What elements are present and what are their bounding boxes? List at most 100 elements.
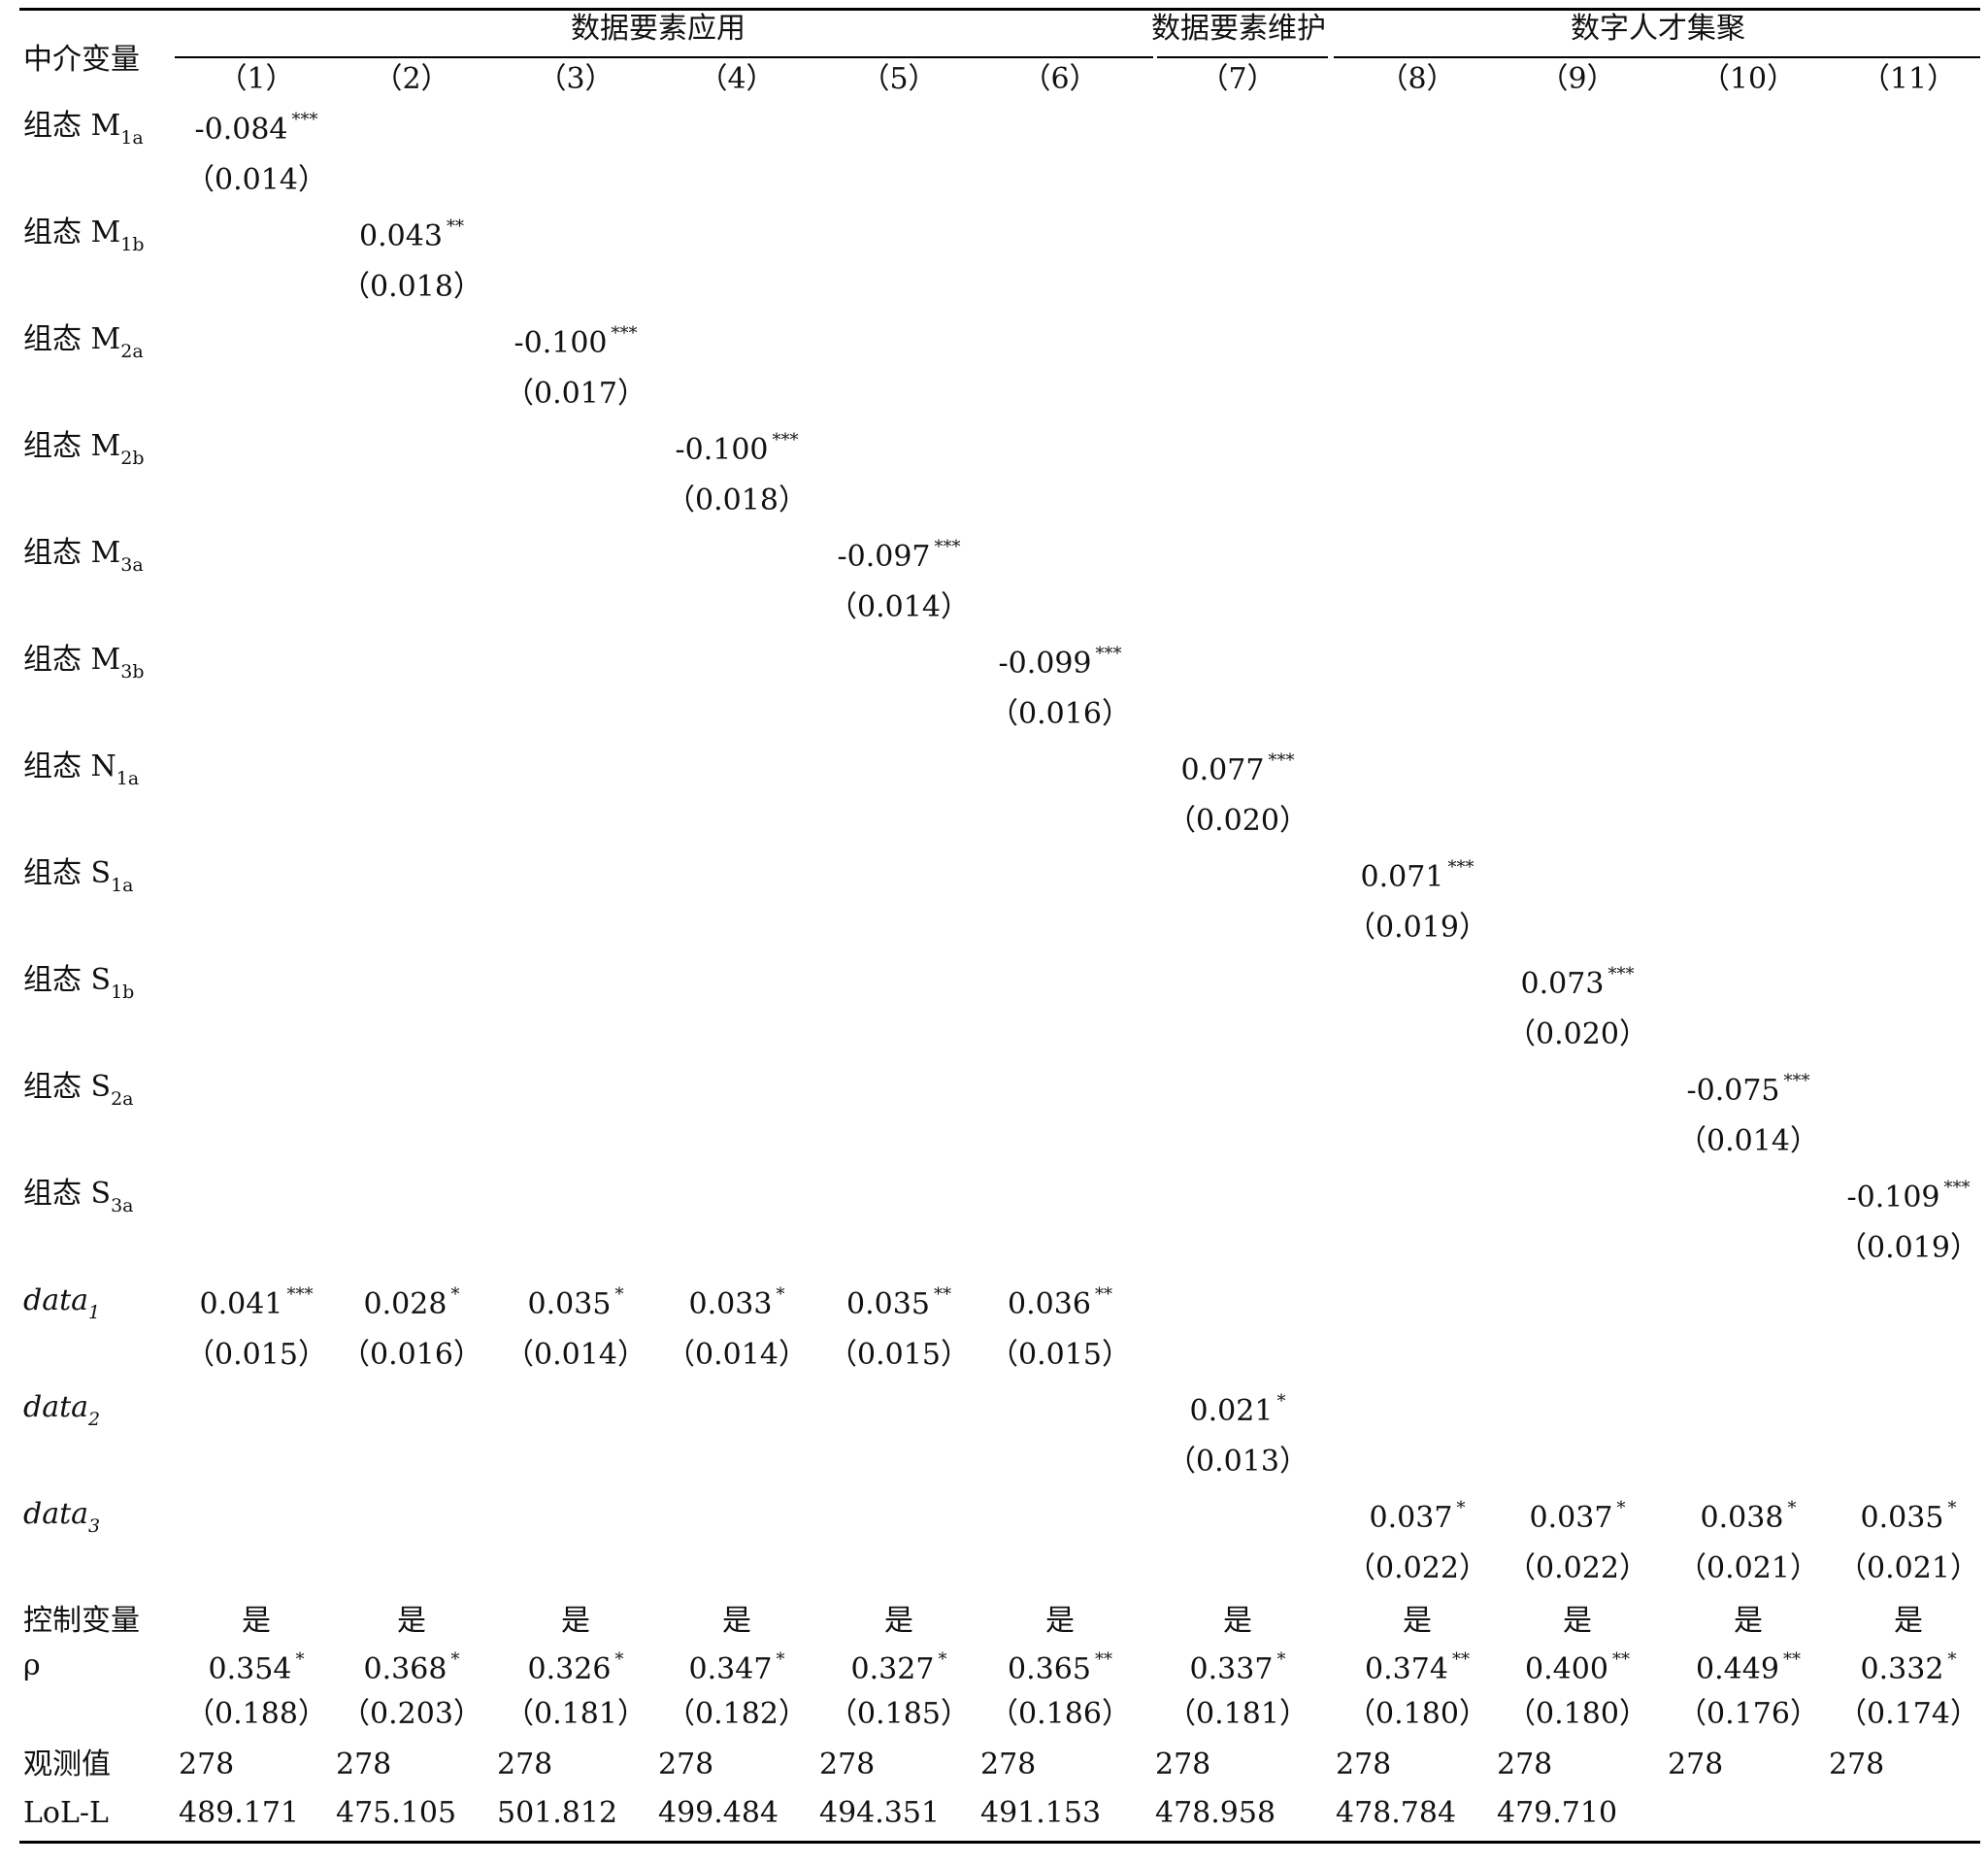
- cell-text: -0.084: [194, 113, 288, 147]
- rho-se-3: （0.181）: [505, 1697, 646, 1732]
- cell-text: 0.347: [688, 1652, 773, 1686]
- cell-text: 0.036: [1008, 1287, 1091, 1321]
- controls-cell-5: 是: [884, 1604, 913, 1639]
- rho-coef-5: 0.327 *: [851, 1649, 947, 1691]
- cell-text: （0.180）: [1346, 1697, 1488, 1731]
- significance-stars: *: [450, 1649, 460, 1670]
- cell-text: 0.368: [363, 1652, 447, 1686]
- subscript: 3a: [111, 1195, 134, 1216]
- cell-text: 是: [242, 1604, 271, 1638]
- rho-coef-4: 0.347 *: [688, 1649, 785, 1691]
- config-row-6-se: （0.016）: [989, 697, 1131, 732]
- cell-text: 是: [884, 1604, 913, 1638]
- cell-text: （0.022）: [1507, 1551, 1648, 1585]
- cell-text: 491.153: [980, 1796, 1102, 1830]
- observations-cell-11: 278: [1829, 1748, 1884, 1782]
- subscript: 1: [88, 1302, 101, 1323]
- cell-text: 0.035: [846, 1287, 930, 1321]
- subscript: 3: [88, 1515, 101, 1537]
- cell-text: （0.020）: [1507, 1017, 1648, 1051]
- data-row-3-col-11-coef: 0.035 *: [1861, 1498, 1957, 1540]
- cell-text: 478.958: [1155, 1796, 1276, 1830]
- cell-text: 组态 M: [23, 322, 121, 356]
- controls-cell-3: 是: [561, 1604, 590, 1639]
- loglik-cell-6: 491.153: [980, 1796, 1101, 1831]
- data-row-3-col-8-coef: 0.037 *: [1370, 1498, 1466, 1540]
- cell-text: 0.071: [1360, 860, 1444, 894]
- data-row-1-col-5-se: （0.015）: [828, 1338, 970, 1373]
- config-row-7-se: （0.020）: [1167, 804, 1309, 839]
- cell-text: 0.354: [208, 1652, 292, 1686]
- significance-stars: *: [614, 1284, 624, 1305]
- significance-stars: *: [938, 1649, 947, 1670]
- cell-text: （0.015）: [989, 1338, 1131, 1372]
- column-header-4: （4）: [698, 62, 775, 97]
- row-label-config-9: 组态 S1b: [23, 963, 134, 1003]
- cell-text: 278: [819, 1748, 876, 1781]
- rho-coef-1: 0.354 *: [208, 1649, 305, 1691]
- observations-cell-6: 278: [980, 1748, 1036, 1782]
- column-header-6: （6）: [1021, 62, 1098, 97]
- subscript: 2a: [111, 1088, 134, 1110]
- subscript: 1a: [116, 768, 140, 789]
- significance-stars: ***: [772, 430, 799, 450]
- cell-text: 组态 M: [23, 109, 121, 143]
- cell-text: 501.812: [497, 1796, 618, 1830]
- cell-text: 控制变量: [23, 1604, 140, 1638]
- rho-coef-7: 0.337 *: [1190, 1649, 1286, 1691]
- cell-text: （0.185）: [828, 1697, 970, 1731]
- config-row-11-se: （0.019）: [1838, 1231, 1979, 1266]
- cell-text: 278: [497, 1748, 553, 1781]
- controls-cell-1: 是: [242, 1604, 271, 1639]
- cell-text: 组态 S: [23, 856, 112, 890]
- loglik-cell-2: 475.105: [336, 1796, 456, 1831]
- cell-text: （0.014）: [1677, 1124, 1819, 1158]
- data-row-1-col-5-coef: 0.035 **: [846, 1284, 951, 1326]
- rho-coef-11: 0.332 *: [1861, 1649, 1957, 1691]
- config-row-8-coef: 0.071 ***: [1360, 857, 1474, 899]
- cell-text: 0.028: [363, 1287, 447, 1321]
- cell-text: 观测值: [23, 1748, 111, 1781]
- row-label-rho: ρ: [23, 1648, 41, 1683]
- config-row-9-se: （0.020）: [1507, 1017, 1648, 1052]
- significance-stars: **: [1094, 1649, 1112, 1670]
- cell-text: -0.097: [837, 540, 931, 574]
- config-row-9-coef: 0.073 ***: [1521, 964, 1635, 1006]
- cell-text: 0.365: [1008, 1652, 1091, 1686]
- cell-text: 475.105: [336, 1796, 457, 1830]
- cell-text: （0.017）: [505, 377, 646, 411]
- cell-text: 278: [980, 1748, 1037, 1781]
- rho-coef-9: 0.400 **: [1525, 1649, 1630, 1691]
- cell-text: （0.019）: [1838, 1231, 1979, 1265]
- config-row-4-coef: -0.100 ***: [675, 430, 799, 472]
- column-header-7: （7）: [1199, 62, 1276, 97]
- subscript: 3b: [120, 661, 145, 682]
- row-label-config-1: 组态 M1a: [23, 109, 144, 149]
- config-row-7-coef: 0.077 ***: [1180, 750, 1295, 792]
- significance-stars: ***: [1447, 857, 1474, 878]
- cell-text: 489.171: [179, 1796, 300, 1830]
- cell-text: （0.174）: [1838, 1697, 1979, 1731]
- row-label-config-2: 组态 M1b: [23, 216, 145, 255]
- significance-stars: **: [1094, 1284, 1112, 1305]
- cell-text: （0.018）: [666, 483, 808, 517]
- data-row-2-col-7-coef: 0.021 *: [1190, 1391, 1286, 1433]
- observations-cell-3: 278: [497, 1748, 552, 1782]
- cell-text: 0.077: [1180, 753, 1265, 787]
- column-header-8: （8）: [1378, 62, 1455, 97]
- bottom-rule: [19, 1841, 1980, 1844]
- significance-stars: ***: [1268, 750, 1295, 771]
- row-label-loglik: LoL-L: [23, 1796, 109, 1831]
- data-row-1-col-3-coef: 0.035 *: [528, 1284, 624, 1326]
- cell-text: 是: [1223, 1604, 1252, 1638]
- row-label-data-2: data2: [23, 1390, 100, 1430]
- cell-text: 组态 M: [23, 429, 121, 463]
- cell-text: 组态 M: [23, 536, 121, 570]
- stub-header: 中介变量: [23, 43, 140, 77]
- cell-text: （0.021）: [1677, 1551, 1819, 1585]
- row-label-observations: 观测值: [23, 1748, 111, 1782]
- config-row-10-coef: -0.075 ***: [1686, 1071, 1809, 1113]
- cell-text: （0.186）: [989, 1697, 1131, 1731]
- significance-stars: *: [295, 1649, 305, 1670]
- significance-stars: *: [1787, 1498, 1797, 1518]
